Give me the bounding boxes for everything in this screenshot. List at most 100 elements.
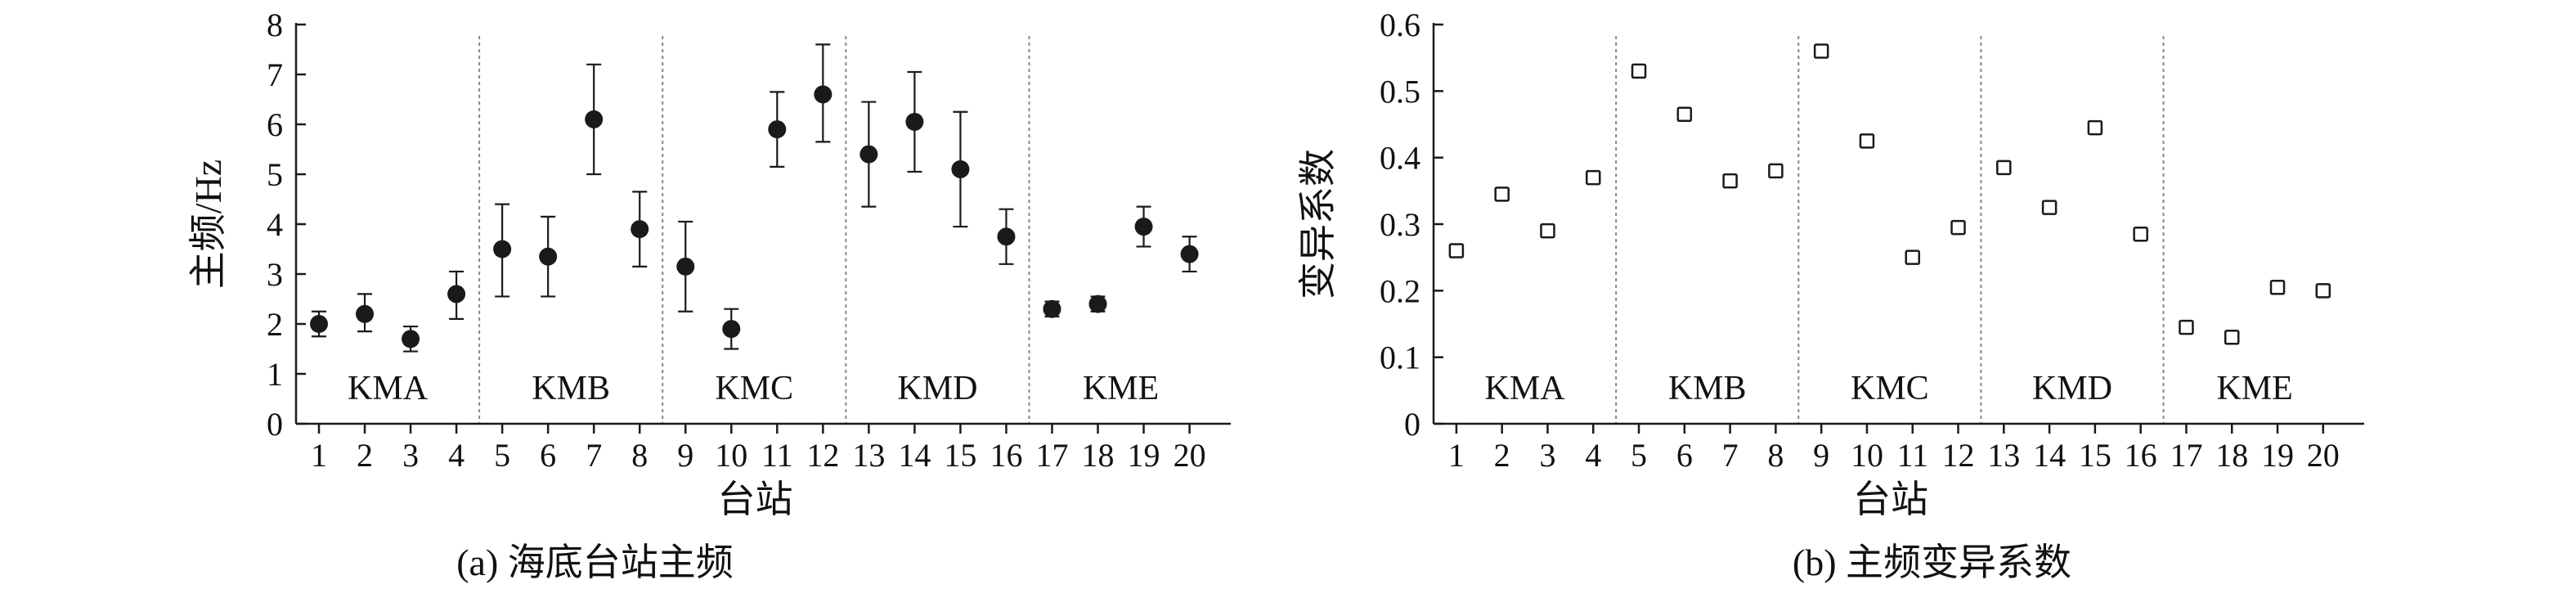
group-label: KME	[1083, 370, 1159, 407]
y-tick-label: 0	[1404, 406, 1420, 443]
y-tick-label: 3	[267, 256, 283, 293]
data-point	[2315, 283, 2331, 299]
data-point	[2133, 226, 2148, 242]
group-label: KMD	[2032, 370, 2112, 407]
y-tick-label: 6	[267, 106, 283, 143]
group-label: KME	[2216, 370, 2292, 407]
x-tick-label: 18	[1082, 437, 1115, 474]
x-tick-label: 20	[2307, 437, 2340, 474]
x-tick-label: 7	[586, 437, 602, 474]
x-tick-label: 13	[852, 437, 885, 474]
y-tick-label: 7	[267, 56, 283, 93]
y-axis-label: 主频/Hz	[187, 160, 229, 289]
data-point	[356, 304, 375, 323]
data-point	[1905, 250, 1920, 265]
data-point	[1088, 295, 1107, 313]
x-tick-label: 10	[1851, 437, 1883, 474]
x-tick-label: 12	[1942, 437, 1975, 474]
y-tick-label: 2	[267, 306, 283, 343]
x-tick-label: 16	[2125, 437, 2157, 474]
data-point	[905, 112, 924, 131]
group-label: KMD	[897, 370, 977, 407]
x-tick-label: 16	[990, 437, 1022, 474]
data-point	[631, 220, 649, 239]
data-point	[814, 85, 832, 104]
x-tick-label: 7	[1722, 437, 1739, 474]
x-tick-label: 11	[761, 437, 793, 474]
data-point	[1950, 219, 1966, 236]
data-point	[1631, 63, 1647, 79]
x-tick-label: 10	[715, 437, 747, 474]
data-point	[676, 257, 695, 276]
x-tick-label: 8	[1767, 437, 1784, 474]
group-label: KMB	[1668, 370, 1747, 407]
x-tick-label: 6	[1676, 437, 1693, 474]
x-tick-label: 1	[1448, 437, 1465, 474]
x-tick-label: 4	[1585, 437, 1601, 474]
data-point	[1722, 173, 1738, 189]
chart-panel-b: 0 0.1 0.2 0.3 0.4 0.5 0.6 1 2 3 4 5 6 7 8 9 10 11 12 13 14 15…	[1288, 0, 2576, 598]
data-point	[539, 247, 558, 266]
data-point	[722, 320, 741, 339]
data-point	[310, 315, 329, 333]
x-tick-label: 17	[1035, 437, 1068, 474]
data-point	[1448, 243, 1465, 259]
x-tick-label: 17	[2170, 437, 2202, 474]
x-axis-label: 台站	[1853, 479, 1928, 520]
data-point	[1859, 133, 1875, 149]
y-tick-label: 4	[267, 206, 283, 243]
data-point	[493, 240, 512, 259]
y-tick-label: 0.4	[1380, 140, 1420, 177]
data-point	[997, 227, 1016, 246]
y-tick-label: 0.6	[1380, 7, 1420, 43]
y-tick-label: 1	[267, 356, 283, 393]
y-tick-label: 0	[267, 406, 283, 443]
data-point	[2224, 330, 2240, 345]
chart-b-caption: (b) 主频变异系数	[1792, 542, 2072, 583]
x-tick-label: 11	[1896, 437, 1928, 474]
data-point	[1043, 299, 1061, 318]
group-label: KMA	[1485, 370, 1566, 407]
data-point	[1494, 187, 1510, 202]
x-tick-label: 4	[448, 437, 464, 474]
data-point	[2179, 319, 2194, 335]
y-tick-label: 8	[267, 7, 283, 43]
x-tick-label: 9	[1813, 437, 1829, 474]
group-label: KMB	[532, 370, 610, 407]
y-tick-label: 0.5	[1380, 73, 1420, 110]
x-tick-label: 14	[898, 437, 931, 474]
data-point	[1676, 106, 1693, 123]
x-tick-label: 9	[677, 437, 693, 474]
y-tick-label: 5	[267, 156, 283, 193]
x-tick-label: 18	[2215, 437, 2248, 474]
group-label: KMA	[348, 370, 429, 407]
x-tick-label: 19	[1128, 437, 1160, 474]
x-tick-label: 2	[357, 437, 373, 474]
data-point	[2269, 280, 2286, 295]
x-tick-label: 1	[311, 437, 327, 474]
y-tick-label: 0.3	[1380, 206, 1420, 243]
x-tick-label: 2	[1494, 437, 1510, 474]
data-point	[1996, 160, 2012, 176]
y-tick-label: 0.2	[1380, 272, 1420, 309]
data-point	[1813, 43, 1829, 59]
data-point	[447, 285, 466, 303]
x-tick-label: 15	[2079, 437, 2112, 474]
x-axis-label: 台站	[718, 479, 793, 520]
x-tick-label: 5	[494, 437, 510, 474]
x-tick-label: 15	[944, 437, 976, 474]
data-point	[1180, 245, 1199, 263]
data-point	[585, 110, 604, 128]
data-point	[2041, 200, 2058, 215]
x-tick-label: 12	[806, 437, 839, 474]
y-axis-label: 变异系数	[1297, 149, 1339, 299]
data-point	[951, 160, 970, 178]
data-point	[859, 145, 878, 164]
data-point	[1540, 223, 1555, 239]
data-point	[402, 330, 420, 348]
x-tick-label: 6	[540, 437, 556, 474]
data-point	[1768, 163, 1784, 179]
data-point	[1134, 218, 1153, 236]
x-tick-label: 20	[1174, 437, 1206, 474]
